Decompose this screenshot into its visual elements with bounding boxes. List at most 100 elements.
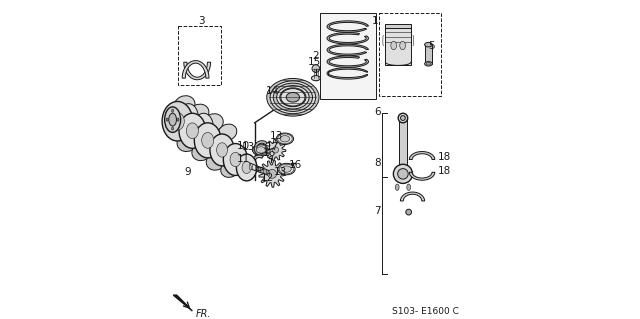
Ellipse shape bbox=[407, 184, 411, 190]
Polygon shape bbox=[327, 56, 369, 67]
Text: FR.: FR. bbox=[196, 309, 212, 319]
Ellipse shape bbox=[401, 116, 405, 121]
Polygon shape bbox=[259, 160, 285, 187]
Ellipse shape bbox=[400, 41, 406, 50]
Ellipse shape bbox=[406, 209, 412, 215]
Polygon shape bbox=[327, 68, 368, 79]
Text: 16: 16 bbox=[262, 148, 276, 158]
Ellipse shape bbox=[312, 65, 320, 72]
Ellipse shape bbox=[192, 143, 212, 160]
Text: 13: 13 bbox=[242, 142, 255, 152]
Polygon shape bbox=[410, 172, 435, 180]
Ellipse shape bbox=[280, 136, 290, 142]
Polygon shape bbox=[399, 118, 407, 174]
Ellipse shape bbox=[282, 166, 291, 172]
Text: 3: 3 bbox=[198, 16, 204, 26]
Ellipse shape bbox=[273, 83, 312, 111]
Polygon shape bbox=[401, 192, 424, 201]
Ellipse shape bbox=[394, 164, 413, 183]
Ellipse shape bbox=[179, 104, 198, 129]
Ellipse shape bbox=[206, 152, 227, 170]
Ellipse shape bbox=[276, 85, 309, 109]
Ellipse shape bbox=[256, 147, 266, 153]
Text: 13: 13 bbox=[274, 167, 287, 177]
Polygon shape bbox=[184, 62, 211, 80]
Bar bbox=[178, 26, 221, 85]
Ellipse shape bbox=[177, 132, 198, 152]
Text: 5: 5 bbox=[428, 41, 435, 51]
Ellipse shape bbox=[221, 161, 239, 177]
Ellipse shape bbox=[278, 163, 295, 175]
Ellipse shape bbox=[164, 107, 180, 132]
Ellipse shape bbox=[216, 143, 228, 157]
Ellipse shape bbox=[268, 170, 276, 178]
Ellipse shape bbox=[270, 81, 316, 114]
Ellipse shape bbox=[177, 118, 179, 121]
Ellipse shape bbox=[194, 113, 213, 139]
Polygon shape bbox=[182, 61, 209, 78]
Polygon shape bbox=[327, 44, 369, 56]
Ellipse shape bbox=[218, 124, 237, 141]
Ellipse shape bbox=[203, 114, 223, 132]
Ellipse shape bbox=[230, 152, 241, 167]
Ellipse shape bbox=[186, 123, 198, 139]
Polygon shape bbox=[327, 33, 369, 44]
Text: 18: 18 bbox=[438, 166, 451, 176]
Text: 9: 9 bbox=[184, 167, 191, 177]
Ellipse shape bbox=[272, 147, 278, 153]
Polygon shape bbox=[254, 141, 268, 156]
Ellipse shape bbox=[172, 109, 173, 112]
Text: 10: 10 bbox=[237, 141, 250, 151]
Polygon shape bbox=[327, 21, 369, 32]
Ellipse shape bbox=[267, 78, 319, 116]
Text: 17: 17 bbox=[266, 142, 280, 152]
Text: 11: 11 bbox=[237, 154, 250, 165]
Text: 1: 1 bbox=[371, 16, 378, 26]
Text: 7: 7 bbox=[374, 205, 381, 216]
Ellipse shape bbox=[223, 144, 248, 175]
Ellipse shape bbox=[169, 113, 177, 126]
Ellipse shape bbox=[281, 89, 305, 106]
Text: 15: 15 bbox=[308, 57, 321, 67]
Text: 16: 16 bbox=[289, 160, 302, 170]
Ellipse shape bbox=[179, 113, 206, 148]
Ellipse shape bbox=[268, 169, 276, 178]
Ellipse shape bbox=[236, 154, 257, 181]
Ellipse shape bbox=[202, 132, 214, 148]
Ellipse shape bbox=[424, 62, 432, 66]
Ellipse shape bbox=[166, 118, 168, 121]
Ellipse shape bbox=[242, 161, 252, 174]
Bar bbox=[385, 24, 411, 28]
Ellipse shape bbox=[276, 133, 294, 145]
Ellipse shape bbox=[172, 127, 173, 130]
Ellipse shape bbox=[221, 145, 241, 171]
Ellipse shape bbox=[189, 104, 209, 122]
Bar bbox=[320, 13, 376, 99]
Text: 14: 14 bbox=[266, 86, 279, 96]
Ellipse shape bbox=[391, 41, 397, 50]
Text: 13: 13 bbox=[269, 131, 283, 141]
Ellipse shape bbox=[426, 63, 431, 65]
Text: 8: 8 bbox=[374, 158, 381, 168]
Polygon shape bbox=[170, 113, 252, 167]
Bar bbox=[379, 13, 441, 96]
Polygon shape bbox=[265, 139, 286, 160]
Ellipse shape bbox=[396, 184, 399, 190]
Ellipse shape bbox=[195, 123, 221, 158]
Ellipse shape bbox=[397, 169, 408, 179]
Ellipse shape bbox=[162, 101, 193, 141]
Ellipse shape bbox=[170, 112, 184, 130]
Ellipse shape bbox=[312, 76, 320, 81]
Text: 12: 12 bbox=[260, 173, 274, 183]
Polygon shape bbox=[173, 295, 193, 311]
Text: 18: 18 bbox=[438, 152, 451, 162]
Ellipse shape bbox=[174, 96, 195, 115]
Ellipse shape bbox=[398, 113, 408, 123]
Ellipse shape bbox=[210, 134, 234, 166]
Polygon shape bbox=[410, 152, 435, 160]
Ellipse shape bbox=[252, 144, 269, 156]
Ellipse shape bbox=[208, 136, 227, 161]
Ellipse shape bbox=[286, 93, 300, 102]
Text: S103- E1600 C: S103- E1600 C bbox=[392, 307, 459, 315]
Bar bbox=[385, 28, 411, 65]
